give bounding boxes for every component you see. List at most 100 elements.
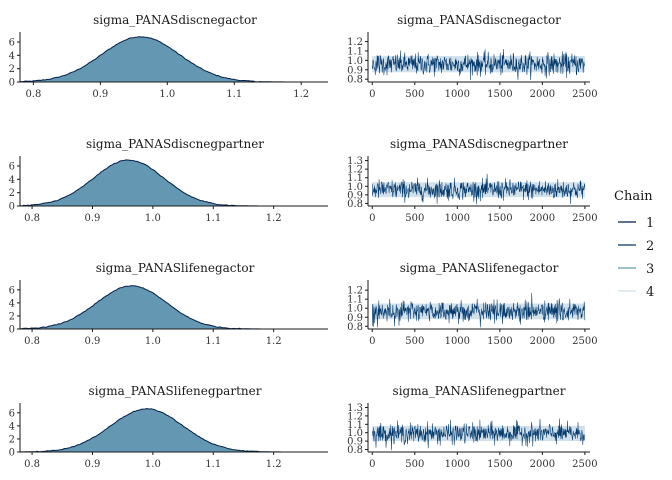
y-tick-label: 2 (9, 311, 15, 322)
x-tick-label: 2500 (572, 459, 597, 470)
panel-trace-3: sigma_PANASlifenegpartner 0 500 1000 1500 200… (347, 384, 598, 470)
y-tick-label: 0.9 (347, 190, 363, 201)
y-tick-label: 0.8 (347, 75, 363, 86)
legend-item-3: 3 (618, 262, 654, 277)
y-tick-label: 1.0 (347, 182, 363, 193)
x-tick-label: 1.2 (266, 459, 282, 470)
y-tick-label: 1.2 (347, 37, 363, 48)
y-tick-label: 0 (9, 448, 15, 459)
x-tick-label: 1.2 (266, 213, 282, 224)
x-tick-label: 0.9 (85, 213, 101, 224)
panel-title: sigma_PANASlifenegactor (400, 261, 559, 275)
panel-trace-0: sigma_PANASdiscnegactor 0 500 1000 1500 2000 2… (347, 13, 598, 100)
y-tick-label: 0.9 (347, 65, 363, 76)
trace-line (372, 173, 586, 205)
y-tick-label: 2 (9, 188, 15, 199)
x-tick-label: 0.8 (24, 213, 40, 224)
x-tick-label: 0.8 (24, 459, 40, 470)
panel-density-2: sigma_PANASlifenegactor 0.8 0.9 1.0 1.1 1.2 0 2… (9, 261, 328, 347)
y-tick-label: 0 (9, 78, 15, 89)
x-tick-label: 2500 (572, 89, 597, 100)
x-tick-label: 2000 (530, 89, 555, 100)
y-tick-label: 0 (9, 325, 15, 336)
panel-trace-1: sigma_PANASdiscnegpartner 0 500 1000 1500 200… (347, 137, 598, 224)
y-tick-label: 1.1 (347, 46, 363, 57)
x-tick-label: 2500 (572, 336, 597, 347)
y-tick-label: 4 (9, 175, 15, 186)
y-tick-label: 0.8 (347, 199, 363, 210)
y-tick-label: 1.2 (347, 165, 363, 176)
x-tick-label: 500 (405, 336, 424, 347)
x-tick-label: 0.8 (25, 89, 41, 100)
x-tick-label: 2500 (572, 213, 597, 224)
x-tick-label: 2000 (530, 213, 555, 224)
panel-title: sigma_PANASdiscnegpartner (86, 137, 264, 151)
y-tick-label: 4 (9, 51, 15, 62)
y-tick-label: 6 (9, 285, 15, 296)
x-tick-label: 2000 (530, 336, 555, 347)
y-tick-label: 0.9 (347, 437, 363, 448)
y-tick-label: 1.1 (347, 173, 363, 184)
x-tick-label: 1000 (445, 459, 470, 470)
y-tick-label: 0.8 (347, 322, 363, 333)
x-tick-label: 500 (405, 459, 424, 470)
x-tick-label: 0.9 (85, 459, 101, 470)
panel-density-3: sigma_PANASlifenegpartner 0.8 0.9 1.0 1.1 1.2… (9, 384, 328, 470)
x-tick-label: 1.1 (205, 459, 221, 470)
x-tick-label: 2000 (530, 459, 555, 470)
x-tick-label: 0 (369, 459, 375, 470)
panel-title: sigma_PANASdiscnegactor (93, 13, 257, 27)
x-tick-label: 0 (369, 213, 375, 224)
x-tick-label: 1.0 (145, 213, 161, 224)
x-tick-label: 0.9 (92, 89, 108, 100)
density-area (20, 36, 328, 82)
y-tick-label: 1.0 (347, 428, 363, 439)
y-tick-label: 1.3 (347, 156, 363, 167)
trace-line (372, 48, 586, 81)
x-tick-label: 0 (369, 336, 375, 347)
legend-label: 4 (646, 285, 654, 300)
x-tick-label: 500 (405, 89, 424, 100)
panel-title: sigma_PANASdiscnegpartner (390, 137, 568, 151)
chain-legend: Chain 1 2 3 4 (614, 189, 654, 300)
legend-label: 2 (646, 239, 654, 254)
x-tick-label: 1.2 (293, 89, 309, 100)
legend-item-1: 1 (618, 216, 654, 231)
x-tick-label: 1.0 (145, 459, 161, 470)
x-tick-label: 0 (369, 89, 375, 100)
x-tick-label: 1.0 (145, 336, 161, 347)
x-tick-label: 1500 (487, 213, 512, 224)
y-tick-label: 1.1 (347, 420, 363, 431)
density-area (20, 159, 328, 206)
panel-trace-2: sigma_PANASlifenegactor 0 500 1000 1500 2000 2… (347, 261, 598, 347)
panel-density-0: sigma_PANASdiscnegactor 0.8 0.9 1.0 1.1 1.2 0 2… (9, 13, 328, 100)
panel-title: sigma_PANASlifenegpartner (393, 384, 566, 398)
y-tick-label: 1.2 (347, 286, 363, 297)
x-tick-label: 1.1 (226, 89, 242, 100)
y-tick-label: 0.8 (347, 445, 363, 456)
panel-title: sigma_PANASdiscnegactor (397, 13, 561, 27)
y-tick-label: 1.0 (347, 56, 363, 67)
y-tick-label: 0.9 (347, 313, 363, 324)
y-tick-label: 6 (9, 408, 15, 419)
x-tick-label: 500 (405, 213, 424, 224)
y-tick-label: 1.2 (347, 411, 363, 422)
panel-title: sigma_PANASlifenegactor (96, 261, 255, 275)
y-tick-label: 1.1 (347, 295, 363, 306)
x-tick-label: 1000 (445, 89, 470, 100)
y-tick-label: 1.3 (347, 403, 363, 414)
legend-title: Chain (614, 189, 653, 204)
x-tick-label: 1.0 (159, 89, 175, 100)
x-tick-label: 0.8 (24, 336, 40, 347)
trace-line (372, 418, 586, 451)
panel-title: sigma_PANASlifenegpartner (89, 384, 262, 398)
y-tick-label: 0 (9, 202, 15, 213)
density-area (20, 408, 328, 452)
legend-item-2: 2 (618, 239, 654, 254)
legend-label: 3 (646, 262, 654, 277)
x-tick-label: 1500 (487, 459, 512, 470)
y-tick-label: 4 (9, 298, 15, 309)
y-tick-label: 1.0 (347, 304, 363, 315)
x-tick-label: 1000 (445, 336, 470, 347)
